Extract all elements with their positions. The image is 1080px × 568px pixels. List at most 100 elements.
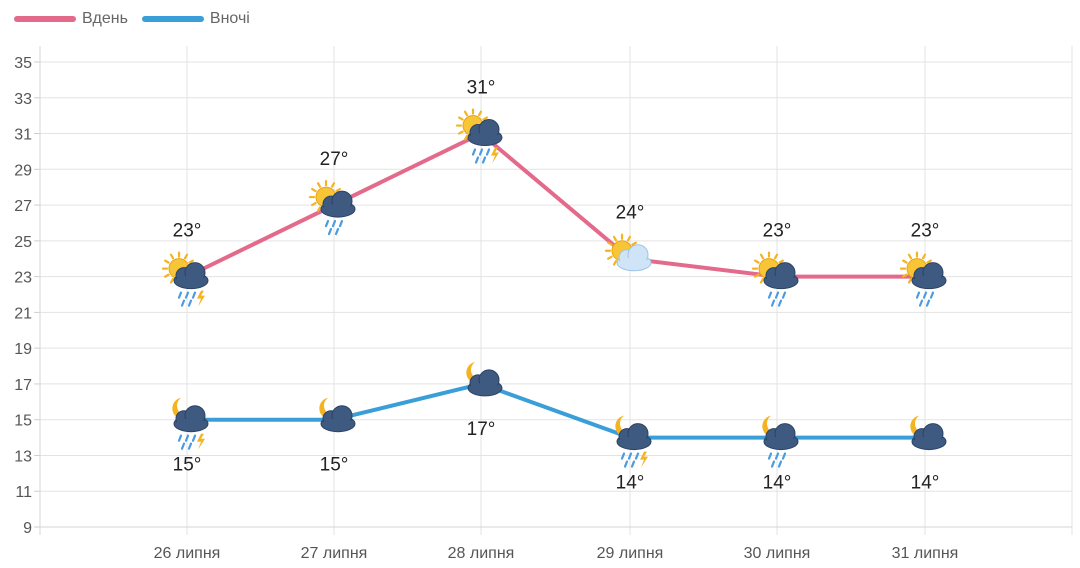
legend-item-day[interactable]: Вдень: [14, 10, 128, 28]
y-tick-label: 21: [14, 305, 32, 322]
rain-drop: [770, 299, 776, 307]
sun-ray: [631, 241, 637, 246]
y-tick-label: 13: [14, 448, 32, 465]
rain-drop: [474, 156, 480, 164]
rain-drop: [327, 227, 333, 236]
data-label: 14°: [911, 473, 940, 494]
data-label: 23°: [763, 221, 792, 242]
cloud-part: [175, 275, 207, 288]
sun-ray: [607, 255, 613, 260]
cloud-shape: [763, 262, 799, 290]
rain-drop: [630, 460, 636, 468]
rain-drops: [177, 434, 197, 450]
sun-ray: [169, 253, 175, 260]
sun-ray: [169, 277, 175, 284]
sun-cloud-rain-thunder-icon: [455, 108, 503, 164]
cloud-part: [175, 418, 207, 431]
rain-drop: [929, 291, 935, 299]
rain-drop: [634, 452, 640, 460]
cloud-shape: [616, 423, 652, 451]
legend-swatch-night: [141, 16, 204, 22]
sun-ray: [335, 187, 341, 193]
cloud-part: [913, 436, 945, 449]
data-label: 23°: [911, 221, 940, 242]
sun-ray: [921, 253, 927, 260]
rain-drop: [180, 442, 186, 450]
cloud-shape: [173, 405, 209, 433]
legend-label-night: Вночі: [209, 10, 250, 27]
rain-drop: [627, 452, 633, 460]
sun-ray: [612, 260, 618, 266]
sun-ray: [907, 277, 913, 284]
legend-swatch-day: [14, 16, 76, 22]
cloud-part: [765, 436, 797, 449]
rain-drops: [915, 291, 935, 307]
sun-ray: [164, 273, 170, 278]
series-line-0: [185, 131, 927, 279]
sun-ray: [778, 259, 784, 264]
rain-drop: [334, 227, 340, 236]
cloud-part: [322, 204, 354, 217]
rain-drop: [767, 452, 773, 460]
rain-drop: [184, 434, 190, 442]
sun-ray: [463, 134, 469, 141]
rain-drop: [187, 442, 193, 450]
sun-cloud-rain-icon: [899, 251, 947, 307]
sun-ray: [907, 253, 913, 260]
rain-drop: [623, 460, 629, 468]
sun-ray: [316, 182, 322, 188]
rain-drops: [177, 291, 197, 307]
y-tick-label: 35: [14, 55, 32, 72]
cloud-shape: [467, 119, 503, 147]
legend-item-night[interactable]: Вночі: [141, 10, 250, 28]
rain-drop: [180, 299, 186, 307]
rain-drop: [338, 219, 344, 228]
sun-ray: [188, 259, 194, 264]
rain-drops: [767, 291, 787, 307]
cloud-part: [322, 418, 354, 431]
rain-drop: [177, 434, 183, 442]
rain-drop: [191, 291, 197, 299]
cloud-part: [618, 436, 650, 449]
sun-ray: [902, 273, 908, 278]
cloud-shape: [173, 262, 209, 290]
sun-ray: [759, 253, 765, 260]
sun-ray: [759, 277, 765, 284]
sun-ray: [458, 130, 464, 135]
sun-ray: [482, 116, 488, 121]
rain-drop: [324, 219, 330, 228]
rain-drop: [922, 291, 928, 299]
sun-cloud-icon: [604, 233, 652, 272]
rain-drop: [471, 148, 477, 156]
x-tick-label: 26 липня: [154, 545, 221, 562]
x-tick-label: 27 липня: [301, 545, 368, 562]
data-label: 27°: [320, 149, 349, 170]
sun-ray: [612, 235, 618, 242]
cloud-shape: [320, 190, 356, 218]
cloud-part: [469, 132, 501, 145]
x-tick-label: 28 липня: [448, 545, 515, 562]
y-tick-label: 17: [14, 377, 32, 394]
y-tick-label: 27: [14, 198, 32, 215]
rain-drop: [187, 299, 193, 307]
data-label: 17°: [467, 419, 496, 440]
rain-drop: [777, 460, 783, 468]
rain-drop: [620, 452, 626, 460]
sun-ray: [902, 259, 908, 264]
rain-drop: [777, 299, 783, 307]
data-label: 24°: [616, 203, 645, 224]
sun-ray: [330, 182, 336, 188]
data-label: 14°: [763, 473, 792, 494]
cloud-part: [618, 257, 650, 270]
y-tick-label: 11: [15, 484, 32, 501]
rain-drop: [184, 291, 190, 299]
y-tick-label: 29: [14, 162, 32, 179]
cloud-part: [913, 275, 945, 288]
cloud-shape: [911, 423, 947, 451]
data-label: 31°: [467, 78, 496, 99]
rain-drop: [915, 291, 921, 299]
y-tick-label: 15: [14, 413, 32, 430]
sun-ray: [458, 116, 464, 121]
sun-ray: [754, 259, 760, 264]
